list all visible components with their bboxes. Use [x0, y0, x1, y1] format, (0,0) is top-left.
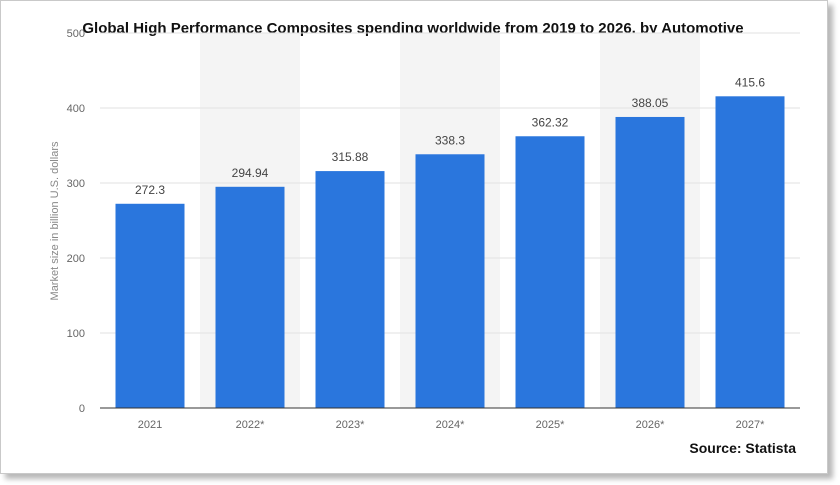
data-label: 362.32 — [532, 115, 569, 129]
x-tick-label: 2024* — [436, 419, 465, 431]
bar — [415, 154, 485, 408]
data-label: 272.3 — [135, 183, 165, 197]
x-tick-label: 2026* — [636, 419, 665, 431]
source-label: Source: Statista — [689, 440, 796, 456]
x-tick-label: 2023* — [336, 419, 365, 431]
bar — [115, 203, 185, 408]
data-label: 338.3 — [435, 133, 465, 147]
data-label: 294.94 — [232, 166, 269, 180]
data-label: 315.88 — [332, 150, 369, 164]
bar — [715, 96, 785, 409]
y-axis-label: Market size in billion U.S. dollars — [49, 141, 61, 300]
x-tick-label: 2022* — [236, 419, 265, 431]
y-tick-label: 200 — [67, 253, 85, 265]
x-tick-label: 2021 — [138, 419, 162, 431]
bar — [515, 136, 585, 408]
bar — [315, 171, 385, 408]
bar — [215, 186, 285, 408]
y-tick-label: 100 — [67, 328, 85, 340]
data-label: 415.6 — [735, 75, 765, 89]
y-tick-label: 500 — [67, 28, 85, 40]
x-tick-label: 2027* — [736, 419, 765, 431]
y-tick-label: 0 — [79, 403, 85, 415]
x-tick-label: 2025* — [536, 419, 565, 431]
data-label: 388.05 — [632, 96, 669, 110]
bar — [615, 116, 685, 409]
y-tick-label: 400 — [67, 103, 85, 115]
y-tick-label: 300 — [67, 178, 85, 190]
